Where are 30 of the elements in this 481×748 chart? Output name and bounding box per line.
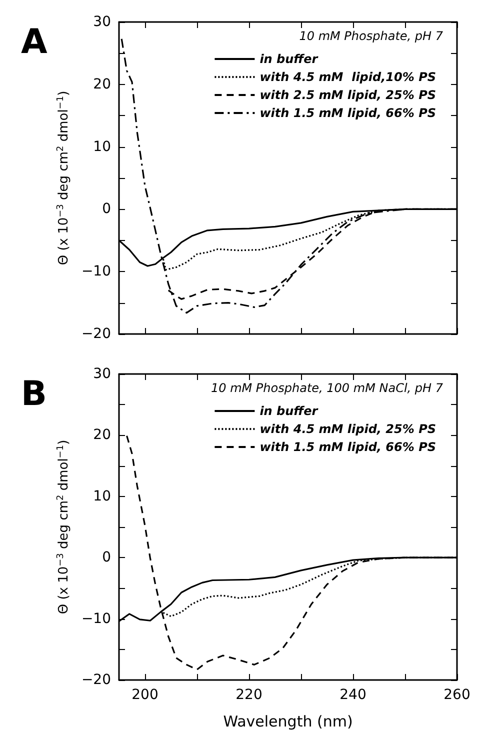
x-tick-label: 240 (340, 687, 366, 703)
x-tick-label: 200 (132, 687, 158, 703)
legend-label: with 1.5 mM lipid, 66% PS (260, 106, 436, 120)
chart-title: A (21, 22, 48, 62)
y-tick-label: 20 (93, 427, 111, 444)
legend-label: with 4.5 mM lipid, 25% PS (260, 422, 436, 436)
y-tick-label: 10 (93, 138, 111, 155)
y-tick-label: 10 (93, 488, 111, 504)
y-tick-label: −20 (81, 672, 111, 688)
legend-title: 10 mM Phosphate, 100 mM NaCl, pH 7 (210, 381, 444, 395)
legend-title: 10 mM Phosphate, pH 7 (299, 29, 444, 43)
y-tick-label: 30 (93, 366, 111, 382)
y-axis-title: Θ (x 10−3 deg cm2 dmol−1) (56, 90, 72, 266)
x-tick-label: 260 (444, 687, 470, 703)
legend-label: with 1.5 mM lipid, 66% PS (260, 440, 436, 454)
legend-label: with 4.5 mM lipid,10% PS (260, 70, 436, 84)
y-axis-title: Θ (x 10−3 deg cm2 dmol−1) (56, 440, 72, 614)
x-axis-title: Wavelength (nm) (223, 712, 353, 730)
y-tick-label: 0 (102, 550, 111, 566)
y-tick-label: 0 (102, 201, 111, 218)
y-tick-label: −10 (81, 610, 111, 627)
x-tick-label: 220 (236, 687, 262, 703)
chart-title: B (21, 374, 47, 414)
y-tick-label: −10 (81, 264, 111, 280)
legend-label: in buffer (260, 52, 319, 66)
y-tick-label: 30 (93, 14, 111, 30)
y-tick-label: 20 (93, 76, 111, 92)
legend-label: in buffer (260, 404, 319, 418)
y-tick-label: −20 (81, 326, 111, 342)
legend-label: with 2.5 mM lipid, 25% PS (260, 88, 436, 102)
